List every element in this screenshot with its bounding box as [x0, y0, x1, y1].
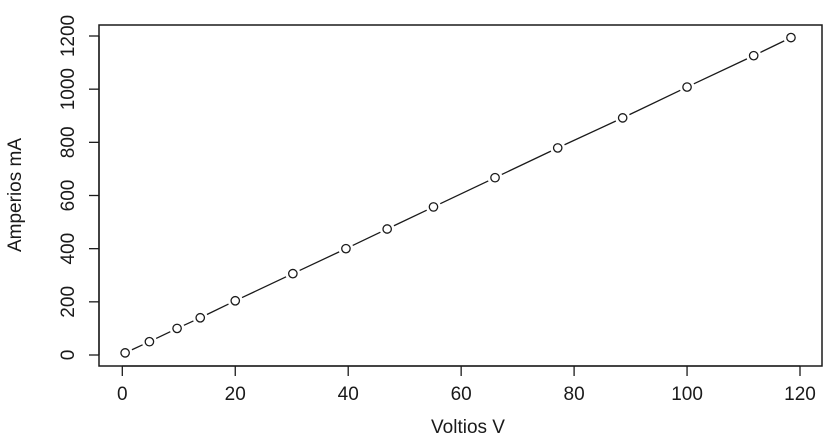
y-tick-label: 0 — [58, 350, 79, 361]
line-segment — [241, 276, 287, 299]
line-segment — [564, 120, 617, 146]
line-segment — [629, 89, 681, 116]
line-segment — [183, 320, 194, 326]
x-axis: 0 20 40 60 80 100 120 — [117, 365, 816, 405]
data-point — [552, 143, 563, 153]
data-point — [682, 82, 692, 92]
x-axis-label: Voltios V — [431, 417, 505, 438]
data-point — [195, 312, 206, 323]
data-point — [428, 202, 439, 212]
y-tick-label: 1000 — [58, 68, 79, 110]
line-segment — [352, 231, 381, 247]
data-point — [382, 224, 393, 234]
line-segment — [206, 303, 229, 316]
line-segment — [155, 331, 171, 340]
x-tick-label: 60 — [451, 384, 472, 405]
x-tick-label: 120 — [784, 384, 816, 405]
x-tick-label: 40 — [338, 384, 359, 405]
x-tick-label: 100 — [671, 384, 703, 405]
line-segment — [393, 209, 427, 227]
data-point — [120, 348, 130, 358]
data-point — [144, 336, 155, 347]
x-tick-label: 80 — [564, 384, 585, 405]
y-tick-label: 200 — [58, 286, 79, 318]
y-tick-label: 400 — [58, 233, 79, 265]
data-point — [230, 295, 241, 306]
data-point — [341, 243, 351, 254]
data-point — [617, 113, 628, 123]
y-tick-label: 1200 — [58, 15, 79, 57]
connecting-line-layer — [131, 40, 785, 351]
x-tick-label: 20 — [225, 384, 246, 405]
data-point — [786, 32, 796, 43]
line-segment — [760, 40, 785, 53]
y-tick-label: 800 — [58, 126, 79, 158]
data-point — [490, 172, 500, 183]
y-axis: 0 200 400 600 800 1000 1200 — [58, 15, 100, 361]
data-points — [120, 32, 796, 358]
data-point — [288, 268, 298, 279]
line-segment — [501, 150, 552, 176]
line-segment — [439, 180, 489, 205]
data-point — [172, 323, 182, 334]
line-segment — [131, 344, 143, 351]
y-axis-label: Amperios mA — [5, 138, 26, 252]
line-segment — [693, 58, 748, 85]
data-point — [748, 50, 759, 61]
x-tick-label: 0 — [117, 384, 128, 405]
line-segment — [299, 251, 340, 272]
y-tick-label: 600 — [58, 180, 79, 212]
